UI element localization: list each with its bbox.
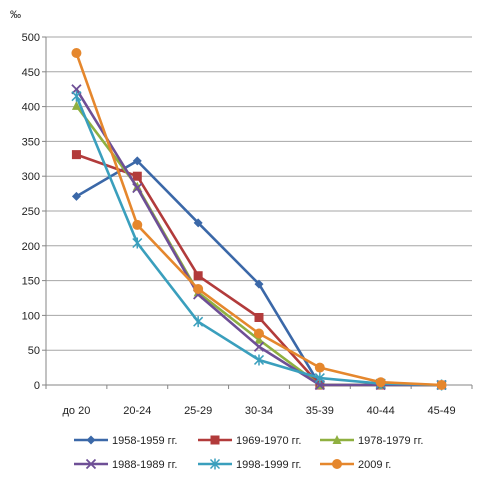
y-unit-label: ‰	[10, 9, 21, 21]
data-point-circle	[71, 48, 82, 59]
y-tick-label: 100	[22, 310, 40, 322]
data-point-circle	[375, 377, 386, 388]
data-point-circle	[254, 328, 264, 339]
gridlines	[46, 36, 472, 351]
x-tick-label: 40-44	[367, 405, 395, 417]
y-tick-label: 250	[22, 206, 40, 218]
data-point-triangle	[254, 334, 264, 344]
x-tick-labels: до 20 20-24 25-29 30-34 35-39 40-44 45-49	[63, 405, 456, 417]
legend-label: 1958-1959 гг.	[112, 435, 177, 447]
legend-label: 1998-1999 гг.	[236, 459, 301, 471]
y-tick-label: 0	[34, 380, 40, 392]
data-point-square	[210, 435, 220, 445]
x-tick-label: 45-49	[428, 405, 456, 417]
series-2	[71, 150, 447, 390]
data-point-circle	[193, 283, 204, 294]
data-point-asterisk	[209, 458, 221, 470]
data-point-asterisk	[314, 372, 325, 384]
data-point-circle	[132, 219, 143, 230]
y-tick-label: 500	[22, 32, 40, 44]
legend-item: 1969-1970 гг.	[198, 435, 301, 447]
data-point-triangle	[332, 435, 342, 444]
data-point-square	[254, 312, 264, 322]
data-point-asterisk	[253, 354, 265, 366]
x-tick-label: 25-29	[184, 405, 212, 417]
y-tick-label: 150	[22, 276, 40, 288]
x-tick-label: 35-39	[306, 405, 334, 417]
x-tick-label: 30-34	[245, 405, 273, 417]
y-tick-label: 200	[22, 241, 40, 253]
data-point-diamond	[254, 279, 264, 289]
series-line	[75, 159, 442, 387]
data-point-diamond	[193, 218, 203, 228]
y-tick-label: 50	[28, 345, 40, 357]
data-point-triangle	[71, 100, 81, 110]
legend-item: 2009 г.	[320, 459, 391, 471]
data-point-x	[132, 182, 143, 194]
data-point-square	[193, 271, 203, 281]
y-tick-label: 450	[22, 67, 40, 79]
data-point-square	[132, 171, 142, 181]
x-tick-label: до 20	[63, 405, 91, 417]
data-point-asterisk	[193, 316, 204, 328]
data-point-circle	[314, 362, 325, 373]
y-tick-labels: 0 50 100 150 200 250 300 350 400 450 500	[22, 32, 40, 392]
data-point-asterisk	[132, 237, 143, 249]
legend-label: 1969-1970 гг.	[236, 435, 301, 447]
legend-item: 1978-1979 гг.	[320, 435, 423, 447]
legend-item: 1998-1999 гг.	[198, 458, 301, 471]
data-point-diamond	[71, 191, 81, 201]
legend-item: 1988-1989 гг.	[74, 458, 177, 471]
data-point-diamond	[132, 156, 142, 166]
data-point-circle	[332, 459, 342, 469]
series-lines	[71, 48, 447, 391]
legend-item: 1958-1959 гг.	[74, 435, 177, 447]
x-tick-label: 20-24	[123, 405, 151, 417]
y-tick-label: 400	[22, 102, 40, 114]
legend: 1958-1959 гг. 1969-1970 гг. 1978-1979 гг. 1…	[74, 435, 423, 471]
data-point-x	[253, 341, 265, 352]
data-point-asterisk	[71, 90, 82, 102]
data-point-circle	[436, 380, 447, 390]
y-tick-label: 300	[22, 171, 40, 183]
series-6	[71, 48, 447, 390]
legend-label: 2009 г.	[358, 459, 391, 471]
data-point-square	[71, 150, 81, 160]
y-tick-label: 350	[22, 136, 40, 148]
data-point-x	[85, 458, 97, 470]
data-point-diamond	[86, 435, 96, 445]
legend-label: 1978-1979 гг.	[358, 435, 423, 447]
legend-label: 1988-1989 гг.	[112, 459, 177, 471]
series-4	[71, 84, 447, 391]
